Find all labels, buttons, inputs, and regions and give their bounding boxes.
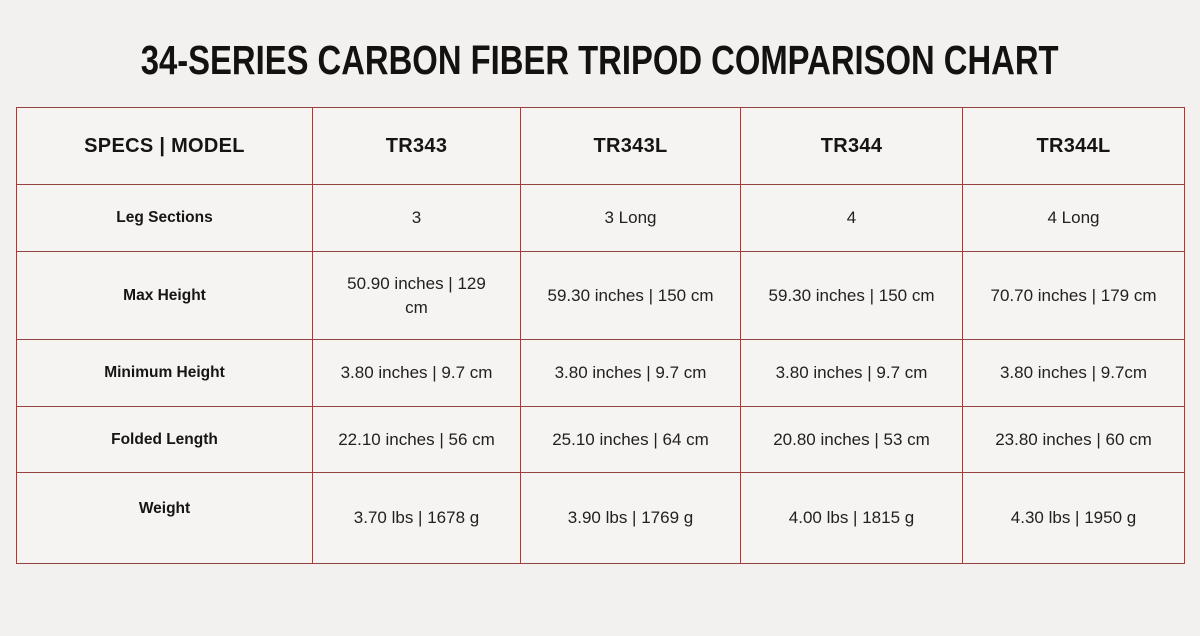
cell-minimum-height-tr343: 3.80 inches | 9.7 cm xyxy=(312,339,521,407)
column-header-tr344: TR344 xyxy=(740,107,963,185)
title-bar: 34-SERIES CARBON FIBER TRIPOD COMPARISON… xyxy=(0,36,1200,86)
table-row-minimum-height: Minimum Height 3.80 inches | 9.7 cm 3.80… xyxy=(16,339,1185,407)
cell-weight-tr343l: 3.90 lbs | 1769 g xyxy=(520,472,741,564)
cell-weight-tr344: 4.00 lbs | 1815 g xyxy=(740,472,963,564)
row-label-folded-length: Folded Length xyxy=(16,406,313,473)
cell-max-height-tr343l: 59.30 inches | 150 cm xyxy=(520,251,741,340)
cell-leg-sections-tr343: 3 xyxy=(312,184,521,252)
row-label-minimum-height: Minimum Height xyxy=(16,339,313,407)
column-header-tr344l: TR344L xyxy=(962,107,1185,185)
cell-leg-sections-tr343l: 3 Long xyxy=(520,184,741,252)
row-label-max-height: Max Height xyxy=(16,251,313,340)
cell-folded-length-tr343l: 25.10 inches | 64 cm xyxy=(520,406,741,473)
table-row-weight: Weight 3.70 lbs | 1678 g 3.90 lbs | 1769… xyxy=(16,472,1185,564)
cell-minimum-height-tr344l: 3.80 inches | 9.7cm xyxy=(962,339,1185,407)
cell-max-height-tr344: 59.30 inches | 150 cm xyxy=(740,251,963,340)
page-title: 34-SERIES CARBON FIBER TRIPOD COMPARISON… xyxy=(141,37,1059,83)
cell-leg-sections-tr344l: 4 Long xyxy=(962,184,1185,252)
row-label-leg-sections: Leg Sections xyxy=(16,184,313,252)
cell-weight-tr343: 3.70 lbs | 1678 g xyxy=(312,472,521,564)
tripod-comparison-table: SPECS | MODEL TR343 TR343L TR344 TR344L … xyxy=(16,107,1185,564)
table-row-max-height: Max Height 50.90 inches | 129 cm 59.30 i… xyxy=(16,251,1185,340)
cell-leg-sections-tr344: 4 xyxy=(740,184,963,252)
row-label-weight: Weight xyxy=(16,472,313,564)
column-header-tr343l: TR343L xyxy=(520,107,741,185)
column-header-tr343: TR343 xyxy=(312,107,521,185)
cell-max-height-tr344l: 70.70 inches | 179 cm xyxy=(962,251,1185,340)
table-row-folded-length: Folded Length 22.10 inches | 56 cm 25.10… xyxy=(16,406,1185,473)
cell-max-height-tr343: 50.90 inches | 129 cm xyxy=(312,251,521,340)
cell-folded-length-tr344: 20.80 inches | 53 cm xyxy=(740,406,963,473)
row-label-weight-text: Weight xyxy=(138,500,191,517)
table-row-leg-sections: Leg Sections 3 3 Long 4 4 Long xyxy=(16,184,1185,252)
cell-folded-length-tr344l: 23.80 inches | 60 cm xyxy=(962,406,1185,473)
cell-minimum-height-tr344: 3.80 inches | 9.7 cm xyxy=(740,339,963,407)
cell-minimum-height-tr343l: 3.80 inches | 9.7 cm xyxy=(520,339,741,407)
cell-weight-tr344l: 4.30 lbs | 1950 g xyxy=(962,472,1185,564)
table-header-row: SPECS | MODEL TR343 TR343L TR344 TR344L xyxy=(16,107,1185,185)
cell-folded-length-tr343: 22.10 inches | 56 cm xyxy=(312,406,521,473)
column-header-specs-model: SPECS | MODEL xyxy=(16,107,313,185)
